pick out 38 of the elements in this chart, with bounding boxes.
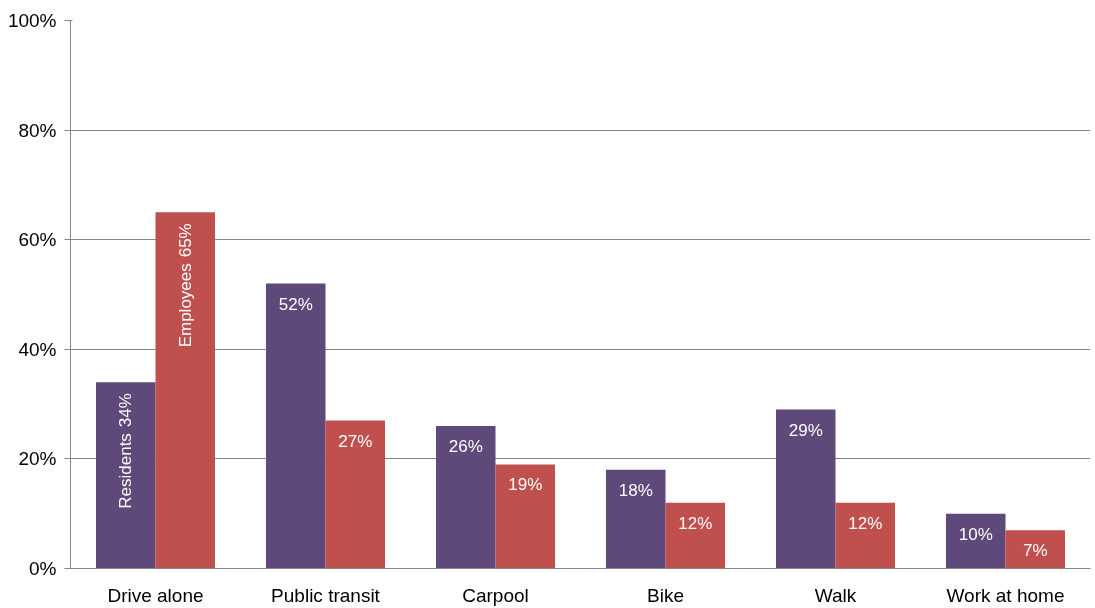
y-tick-label: 0%	[29, 558, 57, 579]
x-tick-label: Public transit	[271, 584, 381, 606]
bar	[835, 502, 895, 569]
bar	[1005, 530, 1065, 569]
bar	[325, 420, 385, 569]
x-tick-label: Carpool	[462, 584, 529, 606]
data-label: 18%	[618, 480, 653, 500]
data-label: 52%	[278, 294, 313, 314]
x-tick-label: Walk	[814, 584, 857, 606]
bar	[606, 469, 666, 569]
data-label: 12%	[678, 513, 713, 533]
data-label: 19%	[508, 475, 543, 495]
series-label: Residents	[116, 433, 136, 509]
bar	[665, 502, 725, 569]
data-label: 12%	[848, 513, 883, 533]
y-tick-label: 60%	[18, 229, 57, 251]
x-tick-label: Drive alone	[107, 584, 204, 606]
y-tick-label: 100%	[7, 10, 57, 31]
bar	[776, 409, 836, 569]
data-label: 7%	[1022, 541, 1048, 561]
data-label: 34%	[116, 393, 136, 428]
bar	[266, 283, 326, 569]
y-tick-label: 20%	[18, 448, 57, 470]
x-tick-label: Work at home	[946, 584, 1065, 606]
data-label: 10%	[958, 524, 993, 544]
bar	[96, 382, 156, 569]
data-label: 65%	[175, 223, 195, 258]
y-tick-label: 80%	[18, 119, 57, 141]
y-tick-label: 40%	[18, 338, 57, 360]
data-label: 27%	[338, 431, 373, 451]
bar	[946, 513, 1006, 569]
bar	[155, 212, 215, 569]
bar	[436, 426, 496, 569]
series-label: Employees	[175, 263, 195, 348]
data-label: 26%	[448, 436, 483, 456]
bar	[495, 464, 555, 569]
data-label: 29%	[788, 420, 823, 440]
x-tick-label: Bike	[647, 584, 684, 606]
